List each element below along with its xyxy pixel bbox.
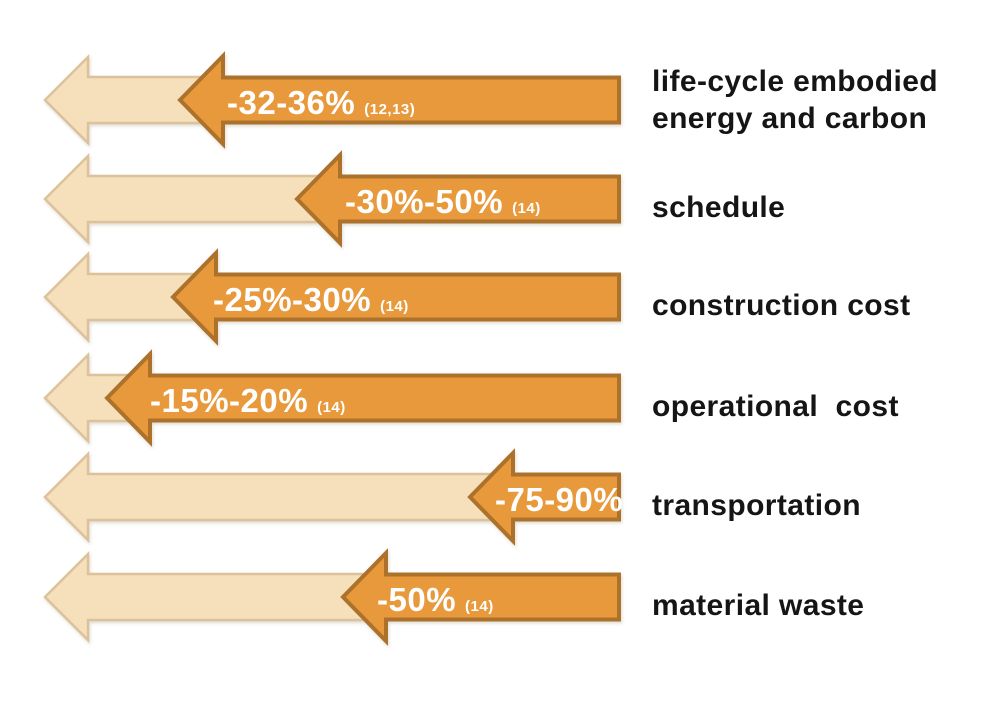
arrow-row: -15%-20% (14) operational cost xyxy=(0,348,1000,448)
arrow-value: -50% (14) xyxy=(377,581,494,619)
row-label-line: energy and carbon xyxy=(652,102,928,135)
arrow-graphic xyxy=(43,248,621,346)
arrow-value-label: -25%-30% xyxy=(213,281,372,318)
row-label-line: transportation xyxy=(652,489,861,522)
row-label-line: schedule xyxy=(652,191,786,224)
row-label: construction cost xyxy=(652,287,988,324)
arrow-row: -32-36% (12,13) life-cycle embodied energy … xyxy=(0,50,1000,150)
arrow-row: -25%-30% (14) construction cost xyxy=(0,247,1000,347)
arrow-citation: (12,13) xyxy=(364,101,416,118)
arrow-graphic xyxy=(43,349,621,447)
row-label: schedule xyxy=(652,189,988,226)
arrow-value-label: -15%-20% xyxy=(150,382,309,419)
value-arrow xyxy=(170,248,621,346)
arrow-row: -30%-50% (14) schedule xyxy=(0,149,1000,249)
row-label-line: material waste xyxy=(652,589,865,622)
arrow-value: -30%-50% (14) xyxy=(345,183,541,221)
arrow-value-label: -50% xyxy=(377,581,457,618)
arrow-value-label: -32-36% xyxy=(227,84,356,121)
arrow-value: -75-90% xyxy=(495,481,623,519)
value-arrow xyxy=(294,150,621,248)
arrow-value: -25%-30% (14) xyxy=(213,281,409,319)
value-arrow xyxy=(104,349,621,447)
arrow-citation: (14) xyxy=(380,298,409,315)
value-arrow xyxy=(467,448,621,546)
row-label-line: construction cost xyxy=(652,289,911,322)
arrow-citation: (14) xyxy=(512,200,541,217)
arrow-citation: (14) xyxy=(465,598,494,615)
arrow-graphic xyxy=(43,51,621,149)
arrow-row: -50% (14) material waste xyxy=(0,547,1000,647)
arrow-value: -15%-20% (14) xyxy=(150,382,346,420)
row-label-line: operational cost xyxy=(652,390,899,423)
arrow-graphic xyxy=(43,448,621,546)
row-label: material waste xyxy=(652,587,988,624)
arrow-value-label: -30%-50% xyxy=(345,183,504,220)
value-arrow xyxy=(177,51,621,149)
row-label: transportation xyxy=(652,487,988,524)
value-arrow xyxy=(340,548,621,646)
row-label: operational cost xyxy=(652,388,988,425)
row-label: life-cycle embodied energy and carbon xyxy=(652,63,988,137)
row-label-line: life-cycle embodied xyxy=(652,65,939,98)
arrow-value-label: -75-90% xyxy=(495,481,624,518)
arrow-row: -75-90% transportation xyxy=(0,447,1000,547)
arrow-value: -32-36% (12,13) xyxy=(227,84,415,122)
arrow-graphic xyxy=(43,150,621,248)
arrow-citation: (14) xyxy=(317,399,346,416)
arrow-graphic xyxy=(43,548,621,646)
